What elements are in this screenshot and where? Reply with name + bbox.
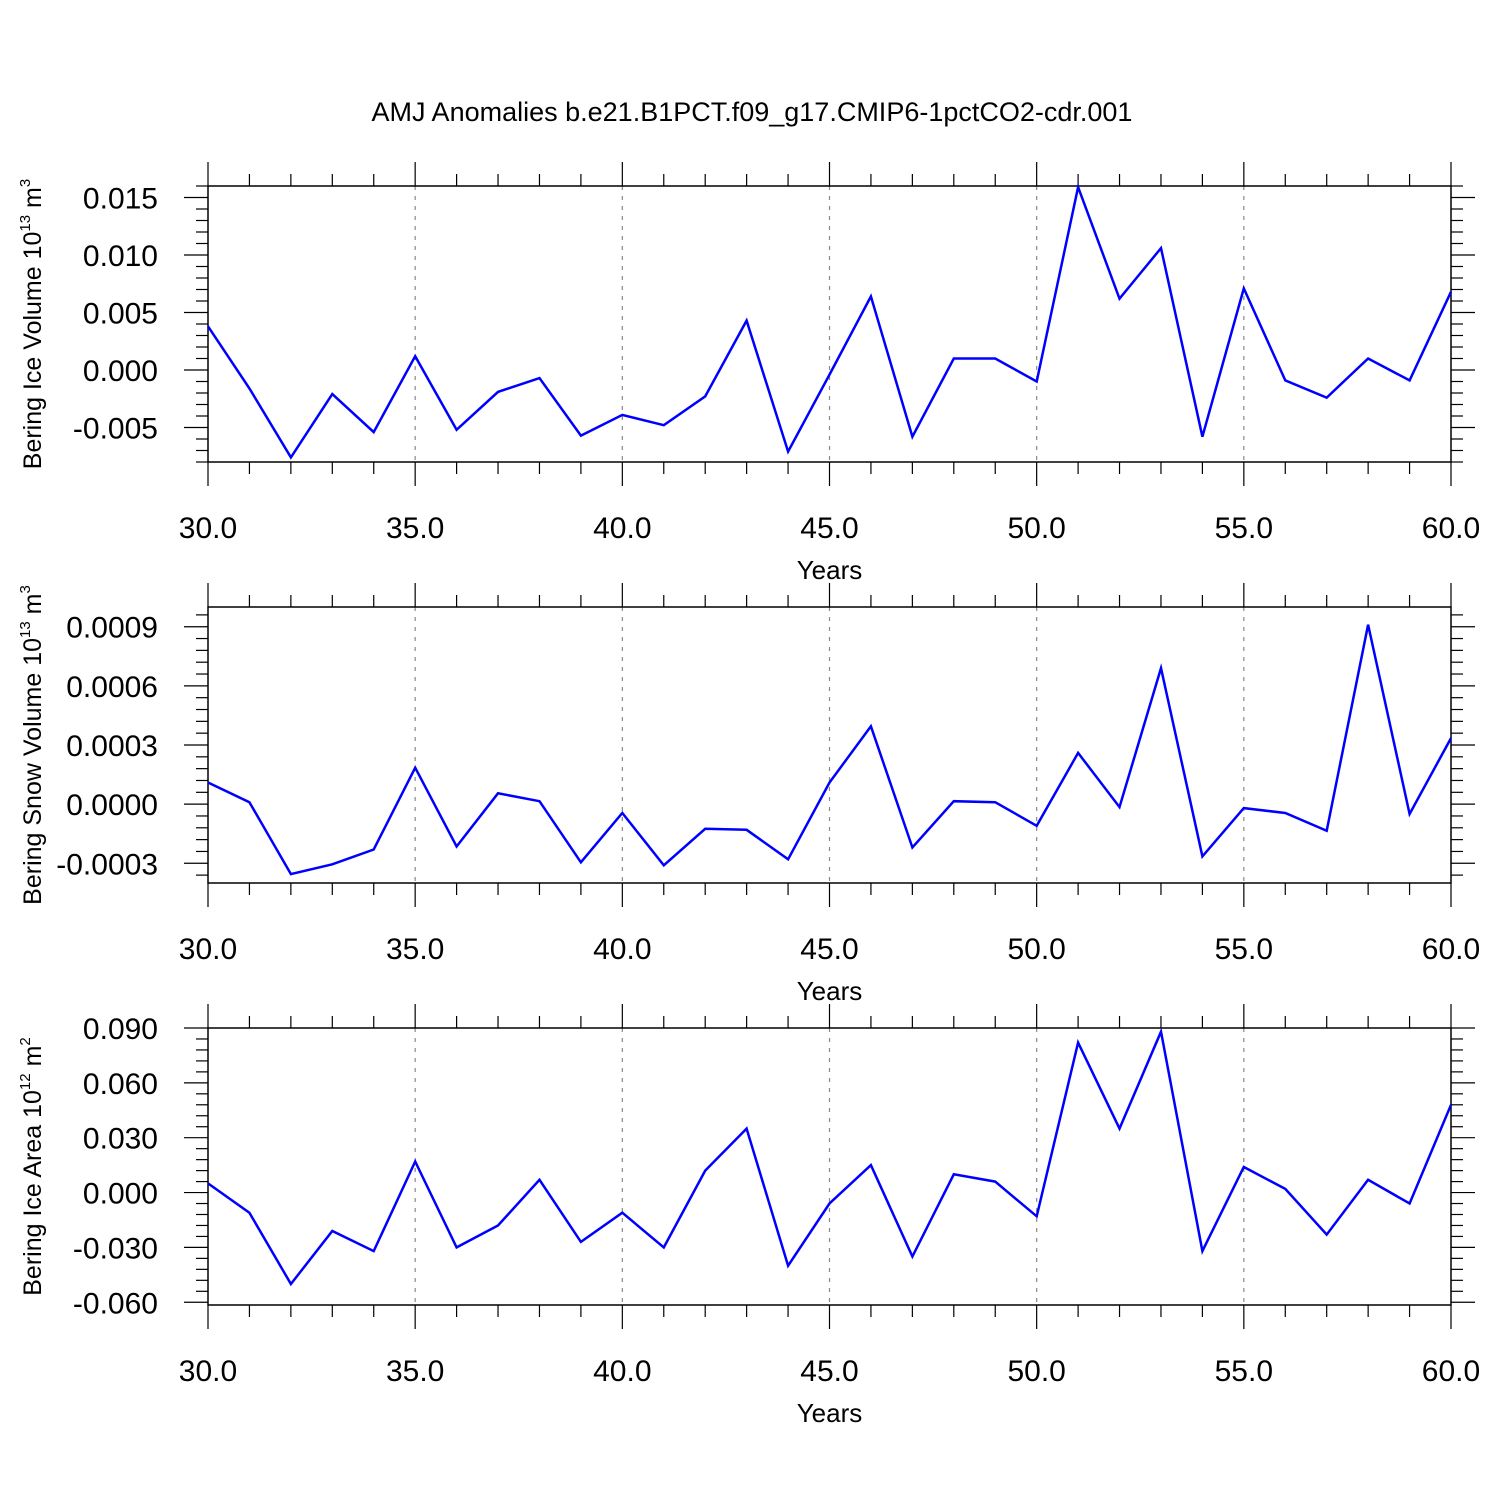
series-line — [207, 624, 1453, 876]
x-tick-label: 55.0 — [1215, 512, 1273, 545]
x-tick-label: 60.0 — [1422, 1355, 1480, 1388]
y-axis-label-text: Bering Snow Volume 10 — [19, 638, 47, 905]
figure-title: AMJ Anomalies b.e21.B1PCT.f09_g17.CMIP6-… — [372, 97, 1133, 127]
x-tick-label: 55.0 — [1215, 933, 1273, 966]
y-axis-label-unit-exponent: 2 — [17, 1037, 34, 1045]
y-tick-label: 0.060 — [83, 1068, 158, 1101]
y-tick-label: 0.000 — [83, 1178, 158, 1211]
y-axis-label-unit-exponent: 3 — [17, 585, 34, 593]
x-tick-label: 45.0 — [800, 512, 858, 545]
y-axis-label-text: Bering Ice Area 10 — [19, 1090, 47, 1296]
x-axis-label: Years — [797, 976, 863, 1006]
x-tick-label: 30.0 — [179, 1355, 237, 1388]
y-tick-label: -0.005 — [73, 413, 158, 446]
chart-panel-3: 30.0 35.0 40.0 45.0 50.0 55.0 60.0 Years -0.060 -… — [17, 1004, 1480, 1428]
x-axis-label: Years — [797, 1398, 863, 1428]
x-tick-label: 40.0 — [593, 1355, 651, 1388]
y-axis-label: Bering Ice Area 1012 m2 — [17, 1037, 47, 1296]
y-axis-label: Bering Ice Volume 1013 m3 — [17, 179, 47, 469]
series-line — [206, 182, 1453, 460]
x-tick-label: 45.0 — [800, 933, 858, 966]
y-tick-label: 0.0003 — [66, 730, 158, 763]
y-axis-label-exponent: 12 — [17, 1073, 34, 1090]
y-tick-label: 0.000 — [83, 355, 158, 388]
y-tick-label: 0.0006 — [66, 671, 158, 704]
y-axis-label-unit: m — [19, 1046, 47, 1074]
x-tick-label: 60.0 — [1422, 933, 1480, 966]
y-axis-label-unit-exponent: 3 — [17, 179, 34, 187]
x-tick-label: 50.0 — [1007, 1355, 1065, 1388]
x-tick-label: 40.0 — [593, 933, 651, 966]
x-tick-label: 40.0 — [593, 512, 651, 545]
y-axis-label-unit: m — [19, 594, 47, 622]
x-tick-label: 50.0 — [1007, 512, 1065, 545]
y-axis-label-unit: m — [19, 187, 47, 215]
y-tick-label: -0.030 — [73, 1232, 158, 1265]
x-tick-label: 30.0 — [179, 512, 237, 545]
y-tick-label: 0.090 — [83, 1013, 158, 1046]
x-tick-label: 60.0 — [1422, 512, 1480, 545]
y-axis-label-text: Bering Ice Volume 10 — [19, 232, 47, 470]
x-axis-label: Years — [797, 555, 863, 585]
chart-panel-1: 30.0 35.0 40.0 45.0 50.0 55.0 60.0 Years -0.005 0… — [17, 162, 1480, 585]
x-tick-label: 55.0 — [1215, 1355, 1273, 1388]
y-axis-label-exponent: 13 — [17, 621, 34, 638]
y-tick-label: -0.0003 — [56, 848, 158, 881]
x-tick-label: 35.0 — [386, 933, 444, 966]
series-line — [207, 1027, 1453, 1287]
chart-panel-2: 30.0 35.0 40.0 45.0 50.0 55.0 60.0 Years -0.0003… — [17, 583, 1480, 1006]
y-tick-label: 0.030 — [83, 1123, 158, 1156]
y-tick-label: 0.0009 — [66, 612, 158, 645]
x-tick-label: 50.0 — [1007, 933, 1065, 966]
y-axis-label: Bering Snow Volume 1013 m3 — [17, 585, 47, 905]
y-tick-label: -0.060 — [73, 1287, 158, 1320]
x-tick-label: 30.0 — [179, 933, 237, 966]
x-tick-label: 35.0 — [386, 512, 444, 545]
x-tick-label: 35.0 — [386, 1355, 444, 1388]
y-tick-label: 0.005 — [83, 298, 158, 331]
y-axis-label-exponent: 13 — [17, 215, 34, 232]
x-tick-label: 45.0 — [800, 1355, 858, 1388]
panels: 30.0 35.0 40.0 45.0 50.0 55.0 60.0 Years -0.005 0… — [17, 162, 1480, 1428]
y-tick-label: 0.0000 — [66, 789, 158, 822]
y-tick-label: 0.015 — [83, 183, 158, 216]
y-tick-label: 0.010 — [83, 240, 158, 273]
